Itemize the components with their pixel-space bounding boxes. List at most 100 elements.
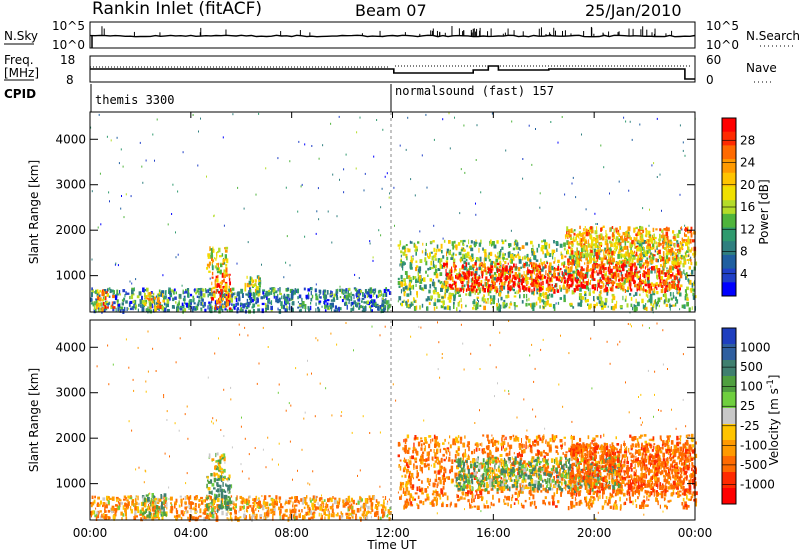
data-cell <box>108 497 112 500</box>
data-cell <box>507 253 511 258</box>
freq-series-line <box>90 65 695 80</box>
data-cell <box>669 245 672 249</box>
data-cell <box>491 112 493 115</box>
data-cell <box>622 285 624 288</box>
data-cell <box>474 276 477 280</box>
data-cell <box>683 256 685 259</box>
data-cell <box>656 259 659 263</box>
data-cell <box>624 241 627 246</box>
data-cell <box>642 230 644 234</box>
data-cell <box>339 288 342 292</box>
data-cell <box>269 287 272 290</box>
data-cell <box>147 506 150 511</box>
data-cell <box>356 131 358 134</box>
data-cell <box>280 305 283 309</box>
data-cell <box>369 300 372 304</box>
data-cell <box>127 495 131 499</box>
data-cell <box>353 300 356 305</box>
data-cell <box>283 514 286 517</box>
data-cell <box>156 512 160 518</box>
data-cell <box>262 291 265 295</box>
data-cell <box>216 267 219 271</box>
data-cell <box>216 299 219 304</box>
data-cell <box>567 258 570 263</box>
data-cell <box>563 294 566 300</box>
data-cell <box>310 287 313 291</box>
data-cell <box>286 293 290 298</box>
data-cell <box>463 260 466 265</box>
data-cell <box>380 292 382 297</box>
data-cell <box>127 307 129 310</box>
data-cell <box>304 497 307 501</box>
data-cell <box>401 303 403 307</box>
data-cell <box>662 293 665 297</box>
data-cell <box>434 258 437 261</box>
data-cell <box>211 288 213 293</box>
data-cell <box>619 244 621 249</box>
data-cell <box>152 309 156 313</box>
data-cell <box>90 302 94 305</box>
data-cell <box>598 252 601 256</box>
data-cell <box>461 284 464 287</box>
data-cell <box>131 289 134 295</box>
data-cell <box>246 506 250 509</box>
data-cell <box>401 263 404 269</box>
data-cell <box>112 306 116 309</box>
data-cell <box>237 186 239 189</box>
data-cell <box>647 270 650 275</box>
data-cell <box>676 264 678 269</box>
data-cell <box>440 287 443 292</box>
data-cell <box>527 267 529 272</box>
data-cell <box>575 234 578 238</box>
data-cell <box>652 237 655 241</box>
data-cell <box>194 288 196 291</box>
data-cell <box>593 255 595 258</box>
data-cell <box>540 277 544 281</box>
data-cell <box>671 260 675 265</box>
data-cell <box>107 509 111 513</box>
data-cell <box>685 241 688 247</box>
data-cell <box>618 279 621 282</box>
data-cell <box>457 242 461 246</box>
data-cell <box>359 305 362 309</box>
data-cell <box>397 300 399 303</box>
data-cell <box>251 517 253 522</box>
data-cell <box>462 239 466 243</box>
data-cell <box>280 301 283 306</box>
data-cell <box>477 292 480 295</box>
data-cell <box>384 506 387 511</box>
data-cell <box>224 505 227 510</box>
data-cell <box>536 282 538 285</box>
data-cell <box>450 276 454 281</box>
data-cell <box>231 303 233 306</box>
data-cell <box>589 282 591 285</box>
data-cell <box>517 267 521 272</box>
data-cell <box>510 259 513 264</box>
colorbar-tick-label: 8 <box>740 245 748 259</box>
data-cell <box>255 292 258 296</box>
data-cell <box>310 516 314 519</box>
data-cell <box>326 290 329 295</box>
data-cell <box>95 289 98 295</box>
data-cell <box>446 305 450 310</box>
data-cell <box>594 260 598 264</box>
data-cell <box>228 274 230 279</box>
data-cell <box>333 309 337 313</box>
data-cell <box>97 304 99 307</box>
data-cell <box>213 487 216 490</box>
data-cell <box>516 274 519 280</box>
data-cell <box>486 276 488 281</box>
data-cell <box>219 305 222 311</box>
data-cell <box>491 242 493 247</box>
data-cell <box>449 147 451 150</box>
data-cell <box>377 515 380 521</box>
data-cell <box>603 251 605 256</box>
data-cell <box>235 297 238 303</box>
data-cell <box>668 239 671 242</box>
data-cell <box>126 499 129 502</box>
data-cell <box>117 505 121 510</box>
data-cell <box>677 292 680 295</box>
data-cell <box>229 308 232 313</box>
data-cell <box>466 271 468 276</box>
data-cell <box>476 296 480 299</box>
